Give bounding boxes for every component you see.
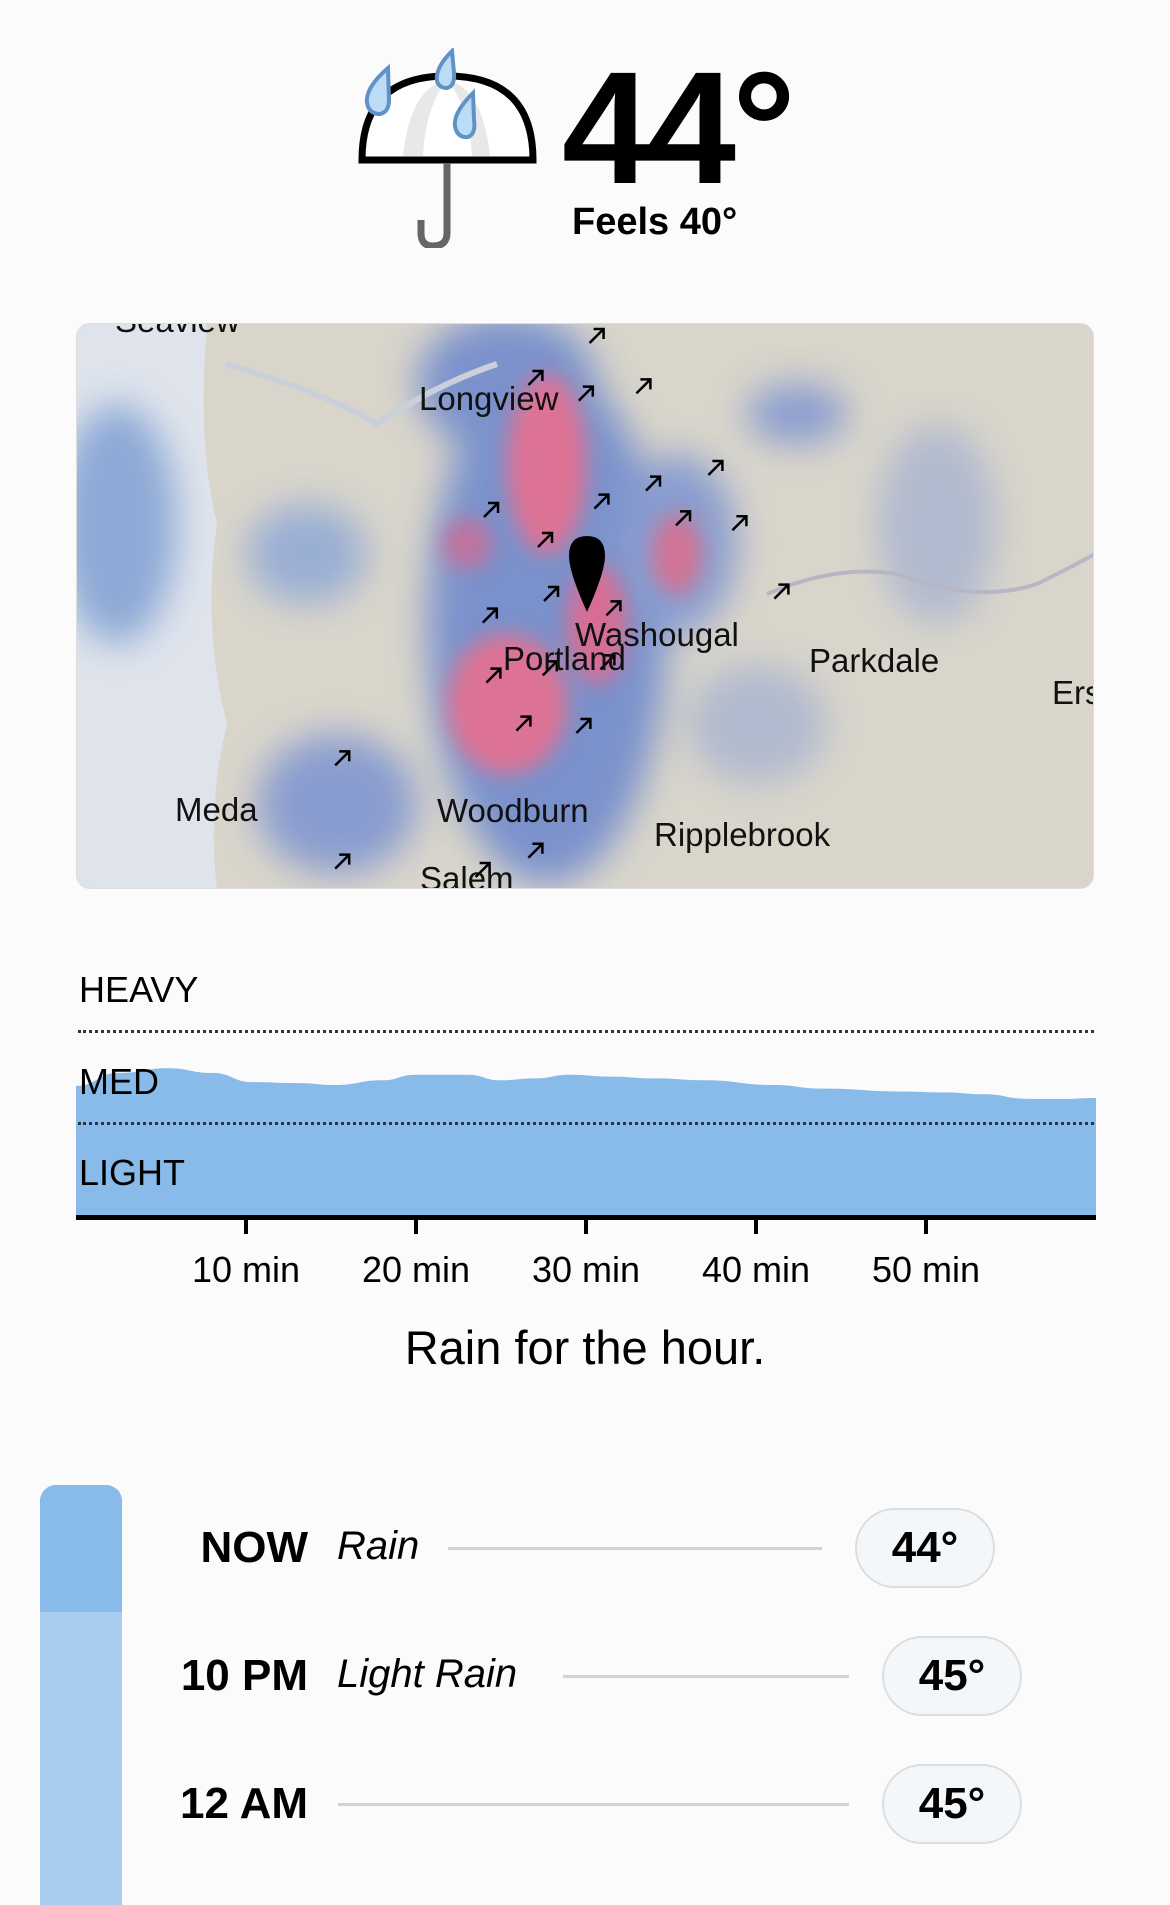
- map-label: Ripplebrook: [654, 816, 831, 853]
- x-tick: [754, 1218, 758, 1234]
- precipitation-chart: [76, 960, 1096, 1222]
- map-label: Longview: [419, 380, 559, 417]
- hour-time: 10 PM: [180, 1651, 308, 1700]
- wind-arrow-icon: [537, 531, 554, 548]
- hour-divider: [338, 1803, 849, 1806]
- wind-arrow-icon: [334, 853, 351, 870]
- wind-arrow-icon: [645, 475, 662, 492]
- map-label: Washougal: [575, 616, 739, 653]
- x-tick-label: 20 min: [361, 1249, 471, 1290]
- level-label-light: LIGHT: [79, 1152, 186, 1193]
- x-tick: [584, 1218, 588, 1234]
- map-label: Salem: [420, 860, 514, 889]
- level-label-med: MED: [79, 1061, 159, 1102]
- x-tick-label: 40 min: [701, 1249, 811, 1290]
- x-axis: [76, 1215, 1096, 1220]
- wind-arrow-icon: [485, 667, 502, 684]
- heavy-threshold-line: [78, 1030, 1094, 1033]
- wind-arrow-icon: [707, 459, 724, 476]
- wind-arrow-icon: [588, 327, 605, 344]
- wind-arrow-icon: [675, 510, 692, 527]
- x-tick-label: 10 min: [191, 1249, 301, 1290]
- precipitation-summary: Rain for the hour.: [404, 1321, 766, 1374]
- hour-condition: Light Rain: [337, 1652, 518, 1696]
- now-precip-segment: [40, 1485, 122, 1612]
- location-pin-icon: [569, 536, 605, 612]
- map-label: Parkdale: [809, 642, 939, 679]
- x-tick: [244, 1218, 248, 1234]
- precipitation-area: [76, 1068, 1096, 1217]
- x-tick-label: 50 min: [871, 1249, 981, 1290]
- x-tick: [414, 1218, 418, 1234]
- wind-arrow-icon: [577, 385, 595, 402]
- med-threshold-line: [78, 1122, 1094, 1125]
- x-tick: [924, 1218, 928, 1234]
- wind-arrow-icon: [593, 493, 610, 510]
- hour-temp-pill[interactable]: 45°: [882, 1636, 1022, 1716]
- map-label: Meda: [175, 791, 258, 828]
- map-label: Ers: [1052, 674, 1094, 711]
- wind-arrow-icon: [543, 585, 560, 602]
- map-label: Portland: [503, 640, 626, 677]
- x-tick-label: 30 min: [531, 1249, 641, 1290]
- hour-time: 12 AM: [180, 1779, 308, 1828]
- wind-arrow-icon: [515, 715, 532, 732]
- hour-condition: Rain: [337, 1524, 420, 1568]
- umbrella-rain-icon: [355, 46, 540, 250]
- wind-arrow-icon: [541, 660, 559, 677]
- hour-divider: [448, 1547, 822, 1550]
- hour-temp-pill[interactable]: 44°: [855, 1508, 995, 1588]
- wind-arrow-icon: [635, 378, 652, 395]
- wind-arrow-icon: [599, 654, 616, 671]
- wind-arrow-icon: [481, 607, 499, 624]
- feels-like-temperature: Feels 40°: [572, 201, 738, 243]
- hour-temp-pill[interactable]: 45°: [882, 1764, 1022, 1844]
- wind-arrow-icon: [575, 717, 592, 734]
- wind-arrow-icon: [731, 514, 748, 532]
- wind-arrow-icon: [483, 501, 500, 518]
- wind-arrow-icon: [474, 861, 491, 878]
- hour-time: NOW: [200, 1523, 308, 1572]
- wind-arrow-icon: [605, 600, 622, 617]
- wind-arrow-icon: [773, 583, 790, 600]
- wind-arrow-icon: [527, 842, 544, 859]
- map-label: Woodburn: [437, 792, 589, 829]
- current-temperature: 44°: [562, 38, 796, 217]
- map-label: Seaview: [115, 324, 240, 339]
- wind-arrow-icon: [527, 369, 544, 386]
- hourly-precip-bar: [40, 1485, 122, 1905]
- level-label-heavy: HEAVY: [79, 969, 199, 1010]
- hour-divider: [563, 1675, 849, 1678]
- wind-arrow-icon: [334, 750, 351, 767]
